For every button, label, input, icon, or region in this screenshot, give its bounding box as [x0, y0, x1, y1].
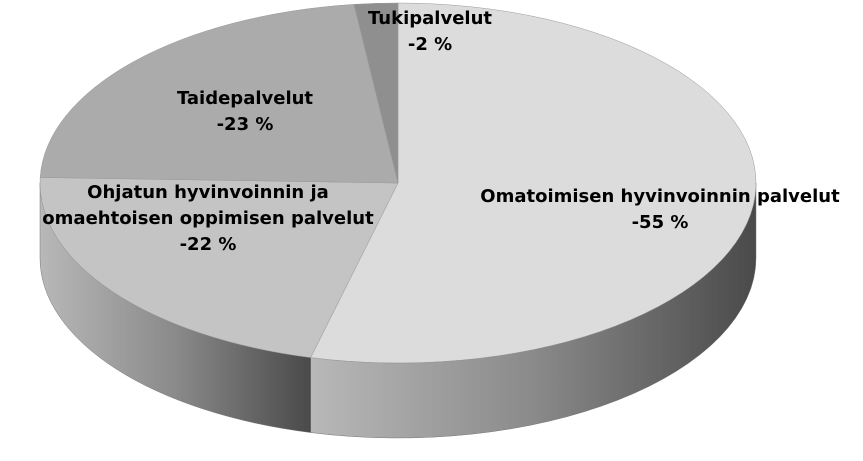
pie-slice [39, 177, 399, 358]
slice-label: Ohjatun hyvinvoinnin ja omaehtoisen oppi… [38, 180, 378, 258]
category-label: Ohjatun hyvinvoinnin ja omaehtoisen oppi… [42, 182, 374, 229]
category-label: Taidepalvelut [176, 88, 314, 109]
slice-label: Taidepalvelut -23 % [145, 86, 345, 138]
pie-slice [39, 4, 399, 184]
slice-label: Tukipalvelut -2 % [330, 6, 530, 58]
value-label: -22 % [179, 234, 237, 255]
value-label: -2 % [407, 34, 453, 55]
category-label: Omatoimisen hyvinvoinnin palvelut [480, 186, 840, 207]
pie-slice [353, 2, 399, 184]
value-label: -23 % [216, 114, 274, 135]
pie-slice [310, 2, 757, 364]
category-label: Tukipalvelut [368, 8, 492, 29]
slice-label: Omatoimisen hyvinvoinnin palvelut -55 % [450, 184, 863, 236]
value-label: -55 % [631, 212, 689, 233]
